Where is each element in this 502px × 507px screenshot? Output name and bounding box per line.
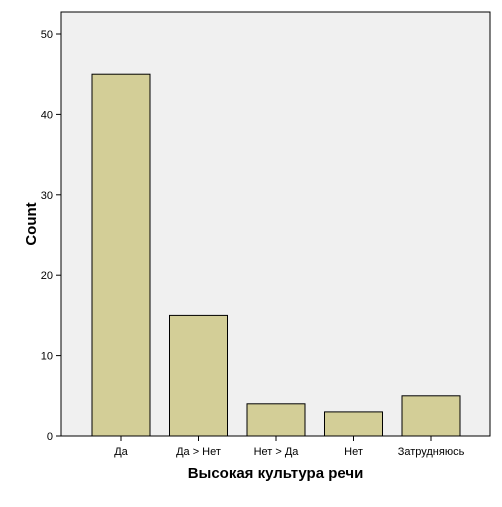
y-tick-label-2: 20 [41,270,53,282]
y-axis-title: Count [23,202,40,245]
bar-3 [324,411,383,437]
y-axis: 0 10 20 30 40 50 [41,29,61,443]
bar-4 [401,395,461,437]
bars-group [91,73,461,437]
x-axis-title: Высокая культура речи [188,465,364,482]
y-tick-label-4: 40 [41,109,53,121]
x-tick-label-1: Да > Нет [176,446,221,458]
bar-2 [246,403,306,437]
bar-0 [91,73,151,437]
x-tick-label-4: Затрудняюсь [398,446,465,458]
x-tick-label-2: Нет > Да [254,446,300,458]
y-tick-label-1: 10 [41,351,53,363]
x-tick-label-0: Да [114,446,128,458]
y-tick-label-5: 50 [41,29,53,41]
x-axis: Да Да > Нет Нет > Да Нет Затрудняюсь [114,436,465,458]
y-tick-label-0: 0 [47,431,53,443]
x-tick-label-3: Нет [344,446,363,458]
y-tick-label-3: 30 [41,190,53,202]
bar-1 [169,314,228,437]
